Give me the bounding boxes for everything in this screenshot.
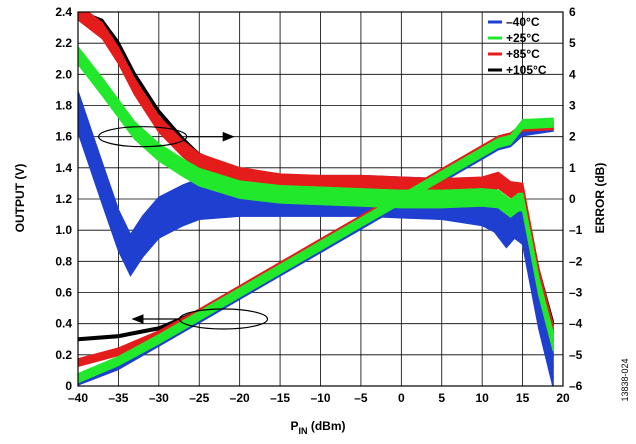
error-trace: [81, 12, 555, 330]
plot-frame: [77, 11, 564, 387]
error-trace: [78, 131, 554, 386]
y-left-tick-label: 0: [65, 379, 72, 393]
x-axis-label-sub: IN: [299, 426, 308, 436]
error-trace: [78, 59, 555, 347]
y-right-tick-label: –5: [569, 348, 583, 362]
error-trace: [86, 12, 555, 326]
x-tick-label: 0: [398, 391, 405, 405]
y-right-tick-label: –3: [569, 286, 583, 300]
x-axis-label: PIN (dBm): [290, 419, 345, 436]
y-left-tick-label: 2.4: [55, 5, 72, 19]
x-tick-label: –35: [108, 391, 128, 405]
y-left-tick-label: 0.8: [55, 254, 72, 268]
y-right-axis-label: ERROR (dB): [593, 163, 607, 234]
error-trace: [78, 63, 555, 352]
x-axis-label-rest: (dBm): [308, 419, 346, 433]
x-tick-label: 5: [438, 391, 445, 405]
legend-label: +105°C: [506, 63, 547, 77]
x-axis-label-main: P: [290, 419, 298, 433]
figure-id: 13838-024: [620, 358, 630, 401]
y-right-tick-label: –1: [569, 223, 583, 237]
y-right-tick-label: 1: [569, 161, 576, 175]
annotations: [98, 126, 269, 330]
error-trace: [78, 46, 555, 334]
x-tick-label: –25: [189, 391, 209, 405]
error-trace: [78, 12, 555, 334]
y-left-tick-label: 1.2: [55, 192, 72, 206]
y-right-tick-label: –4: [569, 317, 583, 331]
y-left-tick-label: 1.4: [55, 161, 72, 175]
legend-label: +25°C: [506, 31, 540, 45]
x-tick-label: –10: [310, 391, 330, 405]
y-right-tick-label: –6: [569, 379, 583, 393]
y-left-tick-label: 0.4: [55, 317, 72, 331]
y-right-tick-label: 3: [569, 99, 576, 113]
x-tick-label: –20: [230, 391, 250, 405]
y-right-tick-label: 4: [569, 67, 576, 81]
y-left-axis-label: OUTPUT (V): [13, 164, 27, 233]
x-tick-label: 20: [556, 391, 570, 405]
y-left-tick-labels: 0 0.2 0.4 0.6 0.8 1.0 1.2 1.4 1.6 1.8 2.0 2.2 2.4: [55, 5, 72, 393]
x-tick-label: –15: [270, 391, 290, 405]
x-tick-label: –30: [149, 391, 169, 405]
legend-label: +85°C: [506, 47, 540, 61]
y-right-tick-label: 0: [569, 192, 576, 206]
error-trace: [78, 121, 555, 378]
y-left-tick-label: 0.6: [55, 286, 72, 300]
y-left-tick-label: 1.6: [55, 130, 72, 144]
y-right-tick-label: 2: [569, 130, 576, 144]
y-left-tick-label: 1.0: [55, 223, 72, 237]
y-left-tick-label: 2.0: [55, 67, 72, 81]
y-left-tick-label: 2.2: [55, 36, 72, 50]
y-right-tick-label: –2: [569, 254, 583, 268]
y-right-tick-label: 5: [569, 36, 576, 50]
data-bands: [78, 12, 555, 386]
legend-label: –40°C: [506, 15, 540, 29]
x-tick-label: –40: [68, 391, 88, 405]
y-left-tick-label: 1.8: [55, 99, 72, 113]
series-1: [78, 46, 555, 384]
y-left-tick-label: 0.2: [55, 348, 72, 362]
output-band: [78, 117, 554, 384]
error-trace: [78, 55, 555, 343]
x-tick-labels: –40 –35 –30 –25 –20 –15 –10 –5 0 5 10 15 20: [68, 391, 570, 405]
x-tick-label: –5: [354, 391, 368, 405]
error-trace: [78, 50, 555, 339]
x-tick-label: 10: [475, 391, 489, 405]
y-right-tick-labels: –6 –5 –4 –3 –2 –1 0 1 2 3 4 5 6: [569, 5, 583, 393]
x-tick-label: 15: [516, 391, 530, 405]
legend: –40°C +25°C +85°C +105°C: [488, 15, 547, 77]
y-right-tick-label: 6: [569, 5, 576, 19]
